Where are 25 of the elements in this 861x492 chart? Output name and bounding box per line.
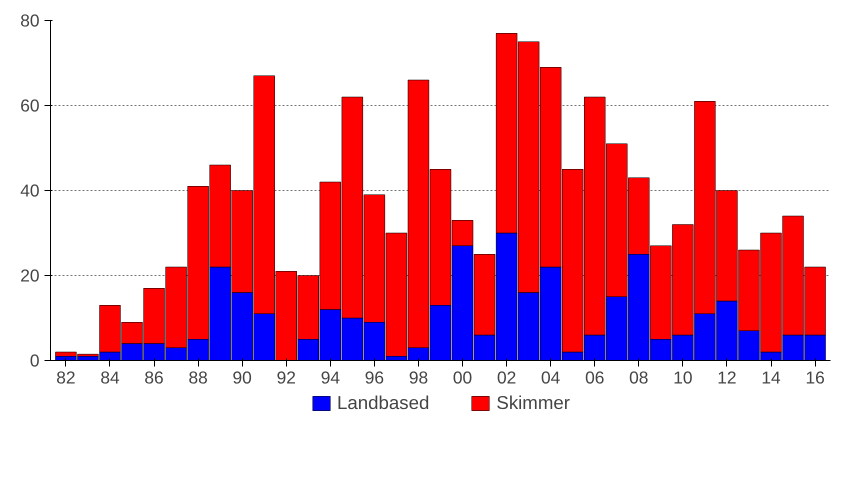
x-tick-label: 14 xyxy=(761,368,782,388)
y-tick-label: 40 xyxy=(20,180,40,200)
x-tick-label: 04 xyxy=(541,368,561,388)
x-tick-label: 86 xyxy=(144,368,164,388)
x-tick-label: 90 xyxy=(232,368,252,388)
x-tick-label: 94 xyxy=(320,368,340,388)
x-tick-label: 88 xyxy=(188,368,208,388)
x-tick-label: 08 xyxy=(629,368,648,388)
legend-label: Skimmer xyxy=(496,392,570,414)
y-tick-label: 0 xyxy=(30,350,40,370)
x-tick-label: 82 xyxy=(56,368,76,388)
x-tick-label: 98 xyxy=(408,368,428,388)
x-tick-label: 10 xyxy=(673,368,693,388)
x-tick-label: 96 xyxy=(364,368,384,388)
x-tick-label: 12 xyxy=(717,368,737,388)
x-tick-label: 06 xyxy=(585,368,604,388)
x-tick-label: 00 xyxy=(452,368,472,388)
y-tick-label: 80 xyxy=(20,10,40,30)
legend-label: Landbased xyxy=(337,392,430,414)
y-tick-label: 20 xyxy=(20,266,40,286)
x-tick-label: 92 xyxy=(276,368,296,388)
x-tick-label: 16 xyxy=(805,368,825,388)
y-tick-label: 60 xyxy=(20,96,40,116)
x-tick-label: 84 xyxy=(100,368,120,388)
x-tick-label: 02 xyxy=(496,368,516,388)
